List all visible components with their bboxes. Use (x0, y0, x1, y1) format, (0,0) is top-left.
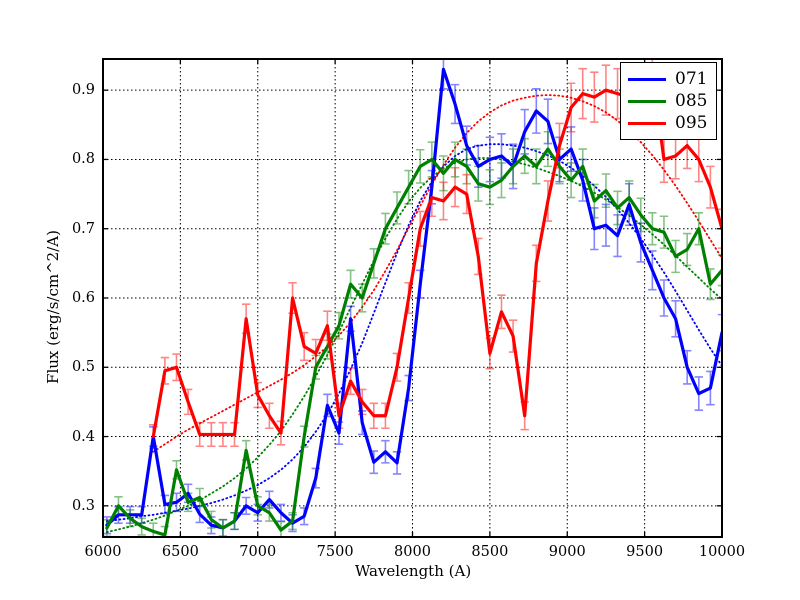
legend: 071 085 095 (620, 62, 718, 140)
x-tick-label: 6500 (161, 544, 199, 560)
legend-label: 071 (675, 68, 708, 89)
x-tick-label: 7500 (316, 544, 354, 560)
data-line-085 (105, 147, 724, 537)
clip-cover-bottom (0, 538, 800, 600)
x-tick-label: 6000 (84, 544, 122, 560)
legend-item-071: 071 (628, 68, 707, 90)
y-tick-label: 0.9 (71, 82, 95, 99)
legend-swatch-095 (628, 121, 666, 125)
y-tick-label: 0.4 (71, 428, 95, 445)
x-tick-label: 8500 (471, 544, 509, 560)
fit-line-095 (152, 94, 723, 453)
fit-line-071 (105, 143, 723, 522)
x-axis-label: Wavelength (A) (354, 562, 472, 580)
legend-label: 095 (675, 112, 708, 133)
clip-cover-right (723, 0, 800, 600)
x-tick-label: 9500 (626, 544, 664, 560)
legend-swatch-085 (628, 99, 666, 103)
y-tick-label: 0.6 (71, 290, 95, 306)
y-tick-label: 0.3 (71, 497, 95, 514)
y-tick-label: 0.5 (71, 359, 95, 376)
legend-label: 085 (675, 90, 708, 111)
clip-cover-top (0, 0, 800, 59)
legend-item-095: 095 (628, 112, 707, 134)
legend-swatch-071 (628, 77, 666, 81)
y-axis-label: Flux (erg/s/cm^2/A) (44, 230, 62, 384)
x-tick-label: 7000 (239, 544, 277, 560)
clip-cover-left (0, 0, 103, 600)
x-tick-label: 8000 (394, 544, 431, 560)
legend-item-085: 085 (628, 90, 707, 112)
data-line-071 (105, 67, 724, 530)
x-tick-label: 10000 (698, 544, 746, 560)
y-tick-label: 0.8 (71, 151, 95, 168)
x-tick-label: 9000 (548, 544, 586, 560)
fit-line-085 (105, 157, 723, 534)
y-tick-label: 0.7 (71, 220, 95, 237)
